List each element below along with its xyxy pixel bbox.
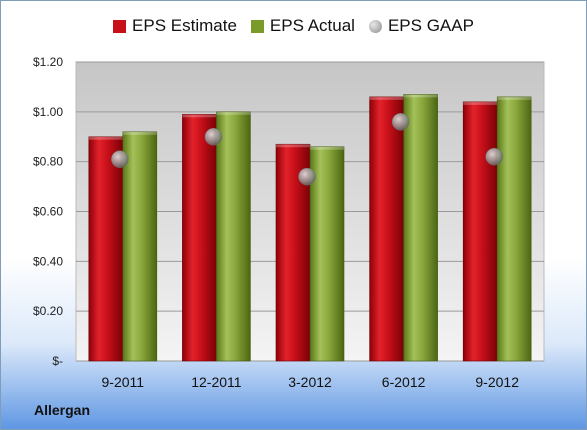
legend: EPS Estimate EPS Actual EPS GAAP — [1, 16, 586, 36]
legend-swatch-estimate — [113, 19, 127, 33]
legend-swatch-gaap — [368, 19, 382, 33]
x-tick-label: 9-2011 — [102, 374, 145, 390]
legend-label-actual: EPS Actual — [269, 16, 355, 35]
bar-cap-actual — [122, 131, 157, 135]
bar-eps-actual — [309, 146, 345, 362]
bar-cap-actual — [497, 96, 532, 100]
marker-eps-gaap — [298, 167, 316, 186]
y-tick-label: $0.20 — [33, 304, 63, 318]
x-tick-label: 3-2012 — [288, 374, 332, 390]
bar-eps-estimate — [88, 136, 124, 362]
legend-swatch-actual — [250, 19, 264, 33]
bar-eps-actual — [122, 131, 158, 362]
legend-item-estimate: EPS Estimate — [113, 16, 237, 36]
bar-cap-estimate — [88, 136, 123, 140]
y-tick-label: $0.80 — [33, 155, 63, 169]
bar-cap-estimate — [369, 96, 404, 100]
x-tick-label: 12-2011 — [191, 374, 242, 390]
bar-eps-actual — [403, 94, 438, 362]
bar-cap-actual — [403, 94, 438, 98]
marker-eps-gaap — [485, 147, 503, 166]
legend-label-gaap: EPS GAAP — [387, 16, 474, 35]
x-tick-label: 9-2012 — [475, 374, 519, 390]
bar-eps-actual — [216, 111, 251, 362]
y-tick-label: $1.20 — [33, 55, 63, 69]
x-tick-label: 6-2012 — [382, 374, 426, 390]
y-tick-label: $- — [52, 354, 63, 368]
bar-eps-estimate — [182, 114, 217, 362]
bar-eps-estimate — [462, 101, 498, 362]
marker-eps-gaap — [391, 113, 410, 131]
marker-eps-gaap — [204, 128, 223, 146]
legend-label-estimate: EPS Estimate — [132, 16, 237, 35]
bar-eps-estimate — [369, 96, 404, 362]
legend-item-gaap: EPS GAAP — [368, 16, 474, 36]
marker-eps-gaap — [111, 150, 129, 168]
legend-item-actual: EPS Actual — [250, 16, 355, 36]
bar-cap-estimate — [182, 114, 217, 118]
bar-cap-estimate — [276, 144, 310, 148]
company-name: Allergan — [34, 402, 91, 418]
y-tick-label: $1.00 — [33, 105, 63, 119]
bar-eps-actual — [496, 96, 532, 362]
y-tick-label: $0.60 — [33, 205, 63, 219]
bar-cap-actual — [216, 111, 251, 115]
y-tick-label: $0.40 — [33, 254, 63, 268]
bar-cap-estimate — [463, 101, 498, 105]
bar-cap-actual — [310, 146, 344, 150]
